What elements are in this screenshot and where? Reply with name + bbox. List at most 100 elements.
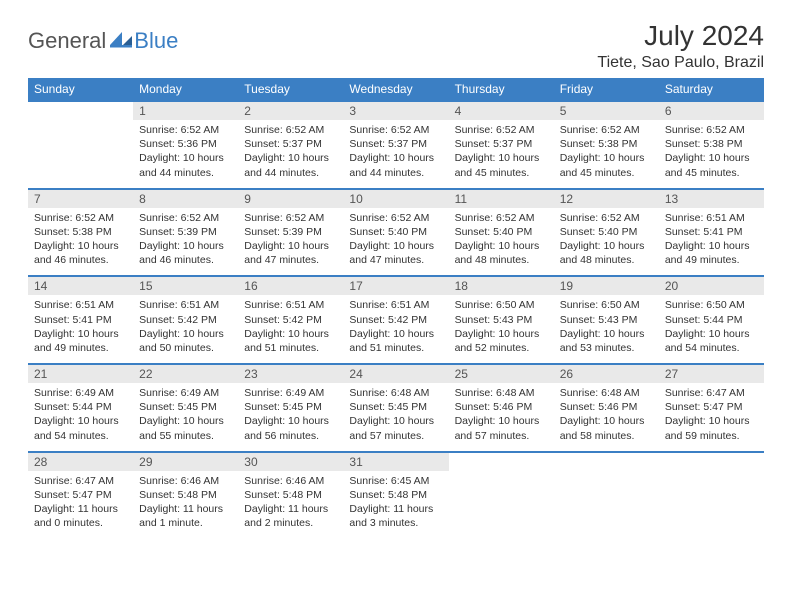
day-cell	[554, 452, 659, 539]
day-content: Sunrise: 6:50 AMSunset: 5:43 PMDaylight:…	[449, 295, 554, 363]
day-cell: 21Sunrise: 6:49 AMSunset: 5:44 PMDayligh…	[28, 364, 133, 452]
day-content: Sunrise: 6:52 AMSunset: 5:37 PMDaylight:…	[449, 120, 554, 188]
day-cell: 23Sunrise: 6:49 AMSunset: 5:45 PMDayligh…	[238, 364, 343, 452]
day-cell: 28Sunrise: 6:47 AMSunset: 5:47 PMDayligh…	[28, 452, 133, 539]
day-number: 10	[343, 190, 448, 208]
day-number: 24	[343, 365, 448, 383]
logo: General Blue	[28, 28, 178, 54]
day-number: 1	[133, 102, 238, 120]
day-number: 30	[238, 453, 343, 471]
day-cell: 24Sunrise: 6:48 AMSunset: 5:45 PMDayligh…	[343, 364, 448, 452]
day-number: 29	[133, 453, 238, 471]
day-number	[449, 453, 554, 471]
day-number: 25	[449, 365, 554, 383]
day-number	[659, 453, 764, 471]
day-content: Sunrise: 6:50 AMSunset: 5:43 PMDaylight:…	[554, 295, 659, 363]
day-cell: 1Sunrise: 6:52 AMSunset: 5:36 PMDaylight…	[133, 101, 238, 189]
day-content: Sunrise: 6:52 AMSunset: 5:38 PMDaylight:…	[659, 120, 764, 188]
day-number: 15	[133, 277, 238, 295]
day-number: 27	[659, 365, 764, 383]
day-content: Sunrise: 6:51 AMSunset: 5:42 PMDaylight:…	[133, 295, 238, 363]
day-cell	[659, 452, 764, 539]
day-content: Sunrise: 6:47 AMSunset: 5:47 PMDaylight:…	[28, 471, 133, 539]
day-number: 3	[343, 102, 448, 120]
day-cell: 17Sunrise: 6:51 AMSunset: 5:42 PMDayligh…	[343, 276, 448, 364]
day-content: Sunrise: 6:48 AMSunset: 5:46 PMDaylight:…	[449, 383, 554, 451]
weekday-header: Monday	[133, 78, 238, 101]
week-row: 1Sunrise: 6:52 AMSunset: 5:36 PMDaylight…	[28, 101, 764, 189]
day-content: Sunrise: 6:52 AMSunset: 5:40 PMDaylight:…	[554, 208, 659, 276]
day-cell: 10Sunrise: 6:52 AMSunset: 5:40 PMDayligh…	[343, 189, 448, 277]
day-number: 20	[659, 277, 764, 295]
day-content: Sunrise: 6:51 AMSunset: 5:42 PMDaylight:…	[343, 295, 448, 363]
day-content: Sunrise: 6:52 AMSunset: 5:40 PMDaylight:…	[343, 208, 448, 276]
header: General Blue July 2024 Tiete, Sao Paulo,…	[28, 20, 764, 72]
day-content	[449, 471, 554, 533]
day-content: Sunrise: 6:52 AMSunset: 5:38 PMDaylight:…	[28, 208, 133, 276]
day-cell: 26Sunrise: 6:48 AMSunset: 5:46 PMDayligh…	[554, 364, 659, 452]
day-number: 19	[554, 277, 659, 295]
day-number: 4	[449, 102, 554, 120]
day-content: Sunrise: 6:45 AMSunset: 5:48 PMDaylight:…	[343, 471, 448, 539]
day-number: 16	[238, 277, 343, 295]
day-cell: 8Sunrise: 6:52 AMSunset: 5:39 PMDaylight…	[133, 189, 238, 277]
day-content: Sunrise: 6:51 AMSunset: 5:42 PMDaylight:…	[238, 295, 343, 363]
location: Tiete, Sao Paulo, Brazil	[597, 54, 764, 72]
day-cell: 12Sunrise: 6:52 AMSunset: 5:40 PMDayligh…	[554, 189, 659, 277]
day-content: Sunrise: 6:48 AMSunset: 5:46 PMDaylight:…	[554, 383, 659, 451]
title-block: July 2024 Tiete, Sao Paulo, Brazil	[597, 20, 764, 72]
day-cell: 29Sunrise: 6:46 AMSunset: 5:48 PMDayligh…	[133, 452, 238, 539]
day-cell	[28, 101, 133, 189]
week-row: 14Sunrise: 6:51 AMSunset: 5:41 PMDayligh…	[28, 276, 764, 364]
day-cell: 25Sunrise: 6:48 AMSunset: 5:46 PMDayligh…	[449, 364, 554, 452]
week-row: 21Sunrise: 6:49 AMSunset: 5:44 PMDayligh…	[28, 364, 764, 452]
weekday-header: Sunday	[28, 78, 133, 101]
day-content: Sunrise: 6:49 AMSunset: 5:44 PMDaylight:…	[28, 383, 133, 451]
day-cell: 13Sunrise: 6:51 AMSunset: 5:41 PMDayligh…	[659, 189, 764, 277]
day-number: 5	[554, 102, 659, 120]
day-cell: 18Sunrise: 6:50 AMSunset: 5:43 PMDayligh…	[449, 276, 554, 364]
day-content: Sunrise: 6:52 AMSunset: 5:39 PMDaylight:…	[238, 208, 343, 276]
day-number: 21	[28, 365, 133, 383]
month-title: July 2024	[597, 20, 764, 52]
weekday-row: SundayMondayTuesdayWednesdayThursdayFrid…	[28, 78, 764, 101]
day-cell: 15Sunrise: 6:51 AMSunset: 5:42 PMDayligh…	[133, 276, 238, 364]
day-cell: 22Sunrise: 6:49 AMSunset: 5:45 PMDayligh…	[133, 364, 238, 452]
day-content: Sunrise: 6:52 AMSunset: 5:40 PMDaylight:…	[449, 208, 554, 276]
day-number: 6	[659, 102, 764, 120]
day-cell: 27Sunrise: 6:47 AMSunset: 5:47 PMDayligh…	[659, 364, 764, 452]
day-cell: 16Sunrise: 6:51 AMSunset: 5:42 PMDayligh…	[238, 276, 343, 364]
day-cell: 9Sunrise: 6:52 AMSunset: 5:39 PMDaylight…	[238, 189, 343, 277]
day-content: Sunrise: 6:52 AMSunset: 5:37 PMDaylight:…	[238, 120, 343, 188]
day-content: Sunrise: 6:51 AMSunset: 5:41 PMDaylight:…	[659, 208, 764, 276]
weekday-header: Wednesday	[343, 78, 448, 101]
day-content: Sunrise: 6:46 AMSunset: 5:48 PMDaylight:…	[238, 471, 343, 539]
week-row: 7Sunrise: 6:52 AMSunset: 5:38 PMDaylight…	[28, 189, 764, 277]
day-cell: 2Sunrise: 6:52 AMSunset: 5:37 PMDaylight…	[238, 101, 343, 189]
day-cell: 31Sunrise: 6:45 AMSunset: 5:48 PMDayligh…	[343, 452, 448, 539]
day-content: Sunrise: 6:47 AMSunset: 5:47 PMDaylight:…	[659, 383, 764, 451]
day-number: 13	[659, 190, 764, 208]
day-content: Sunrise: 6:52 AMSunset: 5:36 PMDaylight:…	[133, 120, 238, 188]
day-cell: 14Sunrise: 6:51 AMSunset: 5:41 PMDayligh…	[28, 276, 133, 364]
day-number: 28	[28, 453, 133, 471]
day-content: Sunrise: 6:46 AMSunset: 5:48 PMDaylight:…	[133, 471, 238, 539]
day-content: Sunrise: 6:52 AMSunset: 5:37 PMDaylight:…	[343, 120, 448, 188]
day-content: Sunrise: 6:51 AMSunset: 5:41 PMDaylight:…	[28, 295, 133, 363]
day-content: Sunrise: 6:48 AMSunset: 5:45 PMDaylight:…	[343, 383, 448, 451]
day-number: 17	[343, 277, 448, 295]
day-cell: 11Sunrise: 6:52 AMSunset: 5:40 PMDayligh…	[449, 189, 554, 277]
logo-word2: Blue	[134, 28, 178, 53]
day-cell: 20Sunrise: 6:50 AMSunset: 5:44 PMDayligh…	[659, 276, 764, 364]
day-number: 7	[28, 190, 133, 208]
weekday-header: Tuesday	[238, 78, 343, 101]
week-row: 28Sunrise: 6:47 AMSunset: 5:47 PMDayligh…	[28, 452, 764, 539]
day-number: 22	[133, 365, 238, 383]
day-cell: 30Sunrise: 6:46 AMSunset: 5:48 PMDayligh…	[238, 452, 343, 539]
day-number: 14	[28, 277, 133, 295]
calendar-table: SundayMondayTuesdayWednesdayThursdayFrid…	[28, 78, 764, 538]
day-content: Sunrise: 6:49 AMSunset: 5:45 PMDaylight:…	[238, 383, 343, 451]
weekday-header: Saturday	[659, 78, 764, 101]
day-number	[554, 453, 659, 471]
day-cell	[449, 452, 554, 539]
